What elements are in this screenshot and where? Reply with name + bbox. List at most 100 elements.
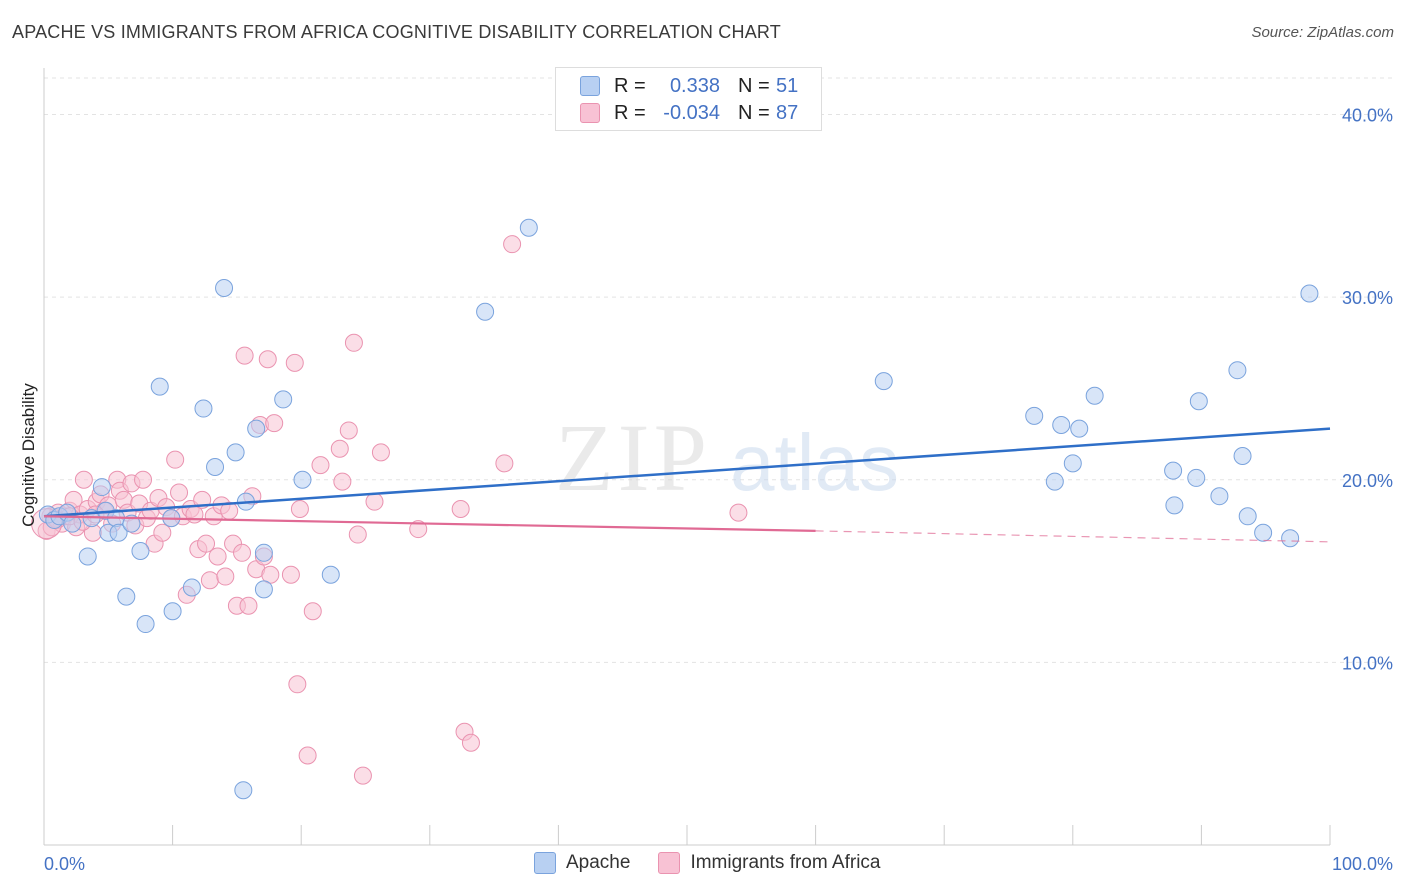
apache-point	[476, 302, 495, 321]
africa-point	[200, 571, 219, 590]
legend-label-africa: Immigrants from Africa	[690, 852, 881, 873]
africa-point	[239, 596, 258, 615]
legend-swatch-africa	[580, 103, 600, 123]
legend-swatch-apache	[580, 76, 600, 96]
apache-point	[1025, 406, 1044, 425]
africa-point	[288, 675, 307, 694]
africa-point	[290, 499, 309, 518]
africa-point	[344, 333, 363, 352]
apache-point	[206, 457, 225, 476]
legend-item-africa[interactable]: Immigrants from Africa	[658, 852, 881, 874]
apache-point	[1165, 496, 1184, 515]
africa-point	[134, 470, 153, 489]
grid-lines	[44, 77, 1392, 663]
legend-n-label: N =	[738, 101, 770, 124]
africa-point	[371, 443, 390, 462]
x-tick-label: 0.0%	[44, 854, 85, 874]
africa-point	[348, 525, 367, 544]
apache-point	[182, 578, 201, 597]
legend-n-value: 87	[776, 101, 799, 124]
africa-point	[208, 547, 227, 566]
apache-point	[1233, 447, 1252, 466]
apache-point	[519, 218, 538, 237]
correlation-legend: R = 0.338 N = 51 R = -0.034 N = 87	[555, 67, 822, 131]
series-legend: Apache Immigrants from Africa	[534, 852, 909, 874]
legend-row-africa: R = -0.034 N = 87	[580, 100, 798, 126]
x-tick-label: 100.0%	[1332, 854, 1393, 874]
africa-point	[451, 499, 470, 518]
y-tick-label: 30.0%	[1342, 288, 1393, 308]
apache-point	[274, 390, 293, 409]
apache-point	[109, 523, 128, 542]
africa-point	[298, 746, 317, 765]
apache-point	[254, 580, 273, 599]
apache-point	[136, 615, 155, 634]
legend-r-value: 0.338	[669, 74, 720, 97]
africa-point	[330, 439, 349, 458]
apache-point	[254, 543, 273, 562]
africa-point	[170, 483, 189, 502]
apache-point	[194, 399, 213, 418]
legend-row-apache: R = 0.338 N = 51	[580, 73, 798, 99]
tick-labels: 10.0% 20.0% 30.0% 40.0% 0.0% 100.0%	[44, 106, 1393, 874]
africa-point	[235, 346, 254, 365]
africa-point	[503, 235, 522, 254]
apache-point	[1187, 468, 1206, 487]
africa-point	[153, 523, 172, 542]
africa-point	[339, 421, 358, 440]
apache-point	[1210, 487, 1229, 506]
apache-point	[1085, 386, 1104, 405]
y-tick-label: 20.0%	[1342, 471, 1393, 491]
apache-point	[293, 470, 312, 489]
series-apache	[38, 218, 1319, 800]
apache-trend-line	[43, 427, 1331, 518]
apache-point	[1045, 472, 1064, 491]
apache-point	[874, 372, 893, 391]
africa-point	[303, 602, 322, 621]
africa-point	[258, 350, 277, 369]
apache-point	[1238, 507, 1257, 526]
africa-point	[265, 414, 284, 433]
watermark: ZIP atlas	[555, 404, 899, 511]
y-tick-label: 10.0%	[1342, 653, 1393, 673]
apache-point	[117, 587, 136, 606]
africa-point	[365, 492, 384, 511]
apache-point	[321, 565, 340, 584]
chart-title: APACHE VS IMMIGRANTS FROM AFRICA COGNITI…	[12, 22, 781, 42]
africa-point	[333, 472, 352, 491]
legend-r-value: -0.034	[663, 101, 720, 124]
apache-point	[163, 602, 182, 621]
apache-point	[1070, 419, 1089, 438]
source-label: Source: ZipAtlas.com	[1251, 24, 1394, 41]
apache-point	[234, 781, 253, 800]
trend-lines	[43, 427, 1331, 543]
africa-point	[166, 450, 185, 469]
legend-swatch-apache	[534, 852, 556, 874]
apache-point	[247, 419, 266, 438]
apache-point	[1300, 284, 1319, 303]
legend-label-apache: Apache	[566, 852, 631, 873]
apache-point	[1063, 454, 1082, 473]
apache-point	[1189, 392, 1208, 411]
africa-trend-line	[43, 515, 816, 532]
africa-point	[74, 470, 93, 489]
apache-point	[131, 541, 150, 560]
apache-point	[1164, 461, 1183, 480]
africa-point	[729, 503, 748, 522]
africa-point	[285, 353, 304, 372]
africa-point	[233, 543, 252, 562]
africa-point	[353, 766, 372, 785]
y-axis-label: Cognitive Disability	[19, 383, 38, 527]
apache-point	[92, 478, 111, 497]
watermark-zip: ZIP	[555, 404, 711, 511]
legend-swatch-africa	[658, 852, 681, 874]
apache-point	[122, 514, 141, 533]
apache-point	[1228, 361, 1247, 380]
axes	[43, 68, 1331, 846]
apache-point	[215, 279, 234, 298]
africa-point	[409, 520, 428, 539]
apache-point	[1254, 523, 1273, 542]
apache-point	[1052, 415, 1071, 434]
legend-item-apache[interactable]: Apache	[534, 852, 630, 874]
